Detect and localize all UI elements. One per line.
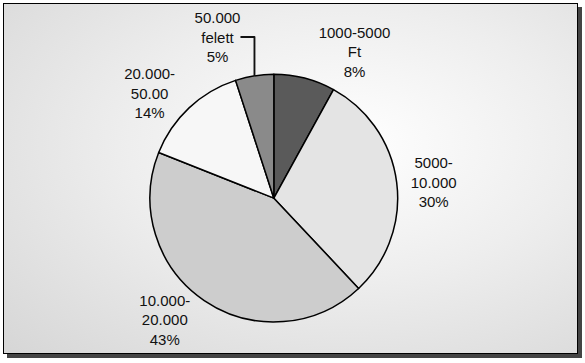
svg-text:1000-5000Ft8%: 1000-5000Ft8% <box>319 24 391 80</box>
svg-text:10.000-20.00043%: 10.000-20.00043% <box>139 292 190 348</box>
svg-text:50.000felett5%: 50.000felett5% <box>195 9 241 65</box>
svg-text:5000-10.00030%: 5000-10.00030% <box>411 154 457 210</box>
svg-text:20.000-50.0014%: 20.000-50.0014% <box>124 65 175 121</box>
